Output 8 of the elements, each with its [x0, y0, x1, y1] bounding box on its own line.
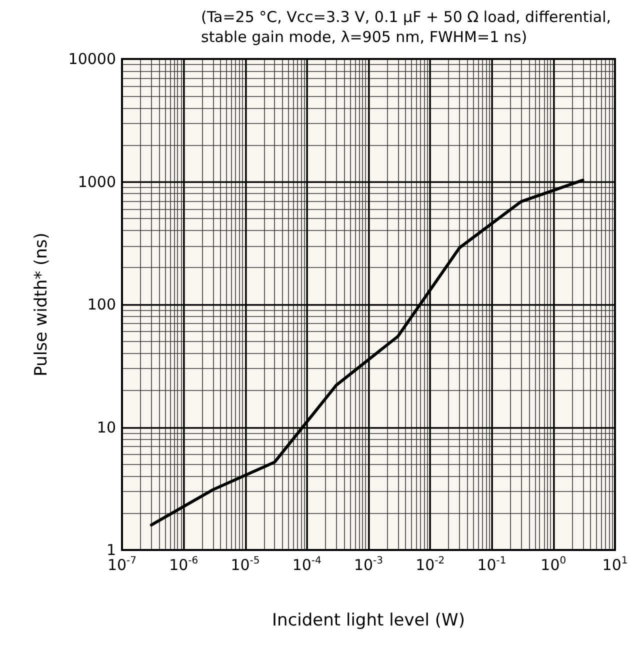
chart-title: (Ta=25 °C, Vcc=3.3 V, 0.1 µF + 50 Ω load, differential, stable gain mode, λ=905 nm, FWHM=1 ns) [201, 8, 612, 46]
y-tick-label: 1000 [78, 172, 116, 191]
y-tick-label: 100 [87, 296, 116, 314]
x-axis-title: Incident light level (W) [272, 610, 465, 630]
y-axis-title: Pulse width* (ns) [32, 232, 52, 376]
y-tick-label: 10000 [68, 50, 116, 68]
y-tick-label: 10 [96, 418, 116, 436]
y-tick-label: 1 [106, 541, 116, 559]
